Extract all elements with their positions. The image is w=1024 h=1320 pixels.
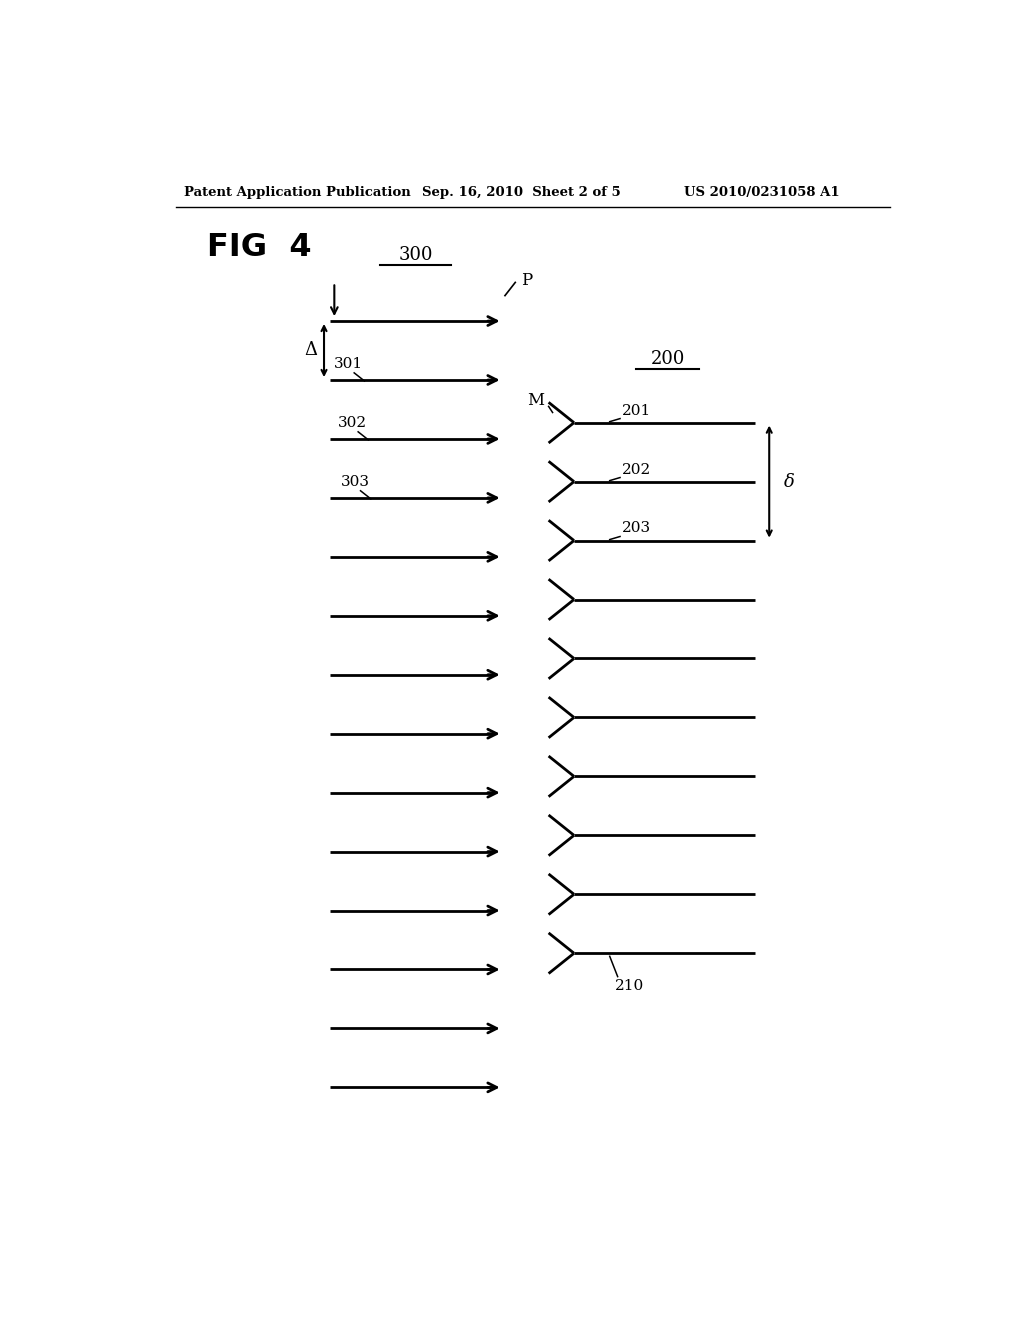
Text: 203: 203	[622, 521, 650, 536]
Text: P: P	[521, 272, 532, 289]
Text: 201: 201	[622, 404, 651, 417]
Text: 303: 303	[341, 475, 370, 488]
Text: FIG  4: FIG 4	[207, 232, 312, 264]
Text: M: M	[527, 392, 545, 409]
Text: 200: 200	[650, 350, 685, 368]
Text: 202: 202	[622, 462, 651, 477]
Text: Δ: Δ	[304, 342, 317, 359]
Text: Patent Application Publication: Patent Application Publication	[183, 186, 411, 199]
Text: US 2010/0231058 A1: US 2010/0231058 A1	[684, 186, 839, 199]
Text: 301: 301	[334, 356, 364, 371]
Text: 210: 210	[615, 978, 644, 993]
Text: 300: 300	[398, 246, 433, 264]
Text: δ: δ	[783, 473, 795, 491]
Text: 302: 302	[338, 416, 368, 430]
Text: Sep. 16, 2010  Sheet 2 of 5: Sep. 16, 2010 Sheet 2 of 5	[422, 186, 621, 199]
